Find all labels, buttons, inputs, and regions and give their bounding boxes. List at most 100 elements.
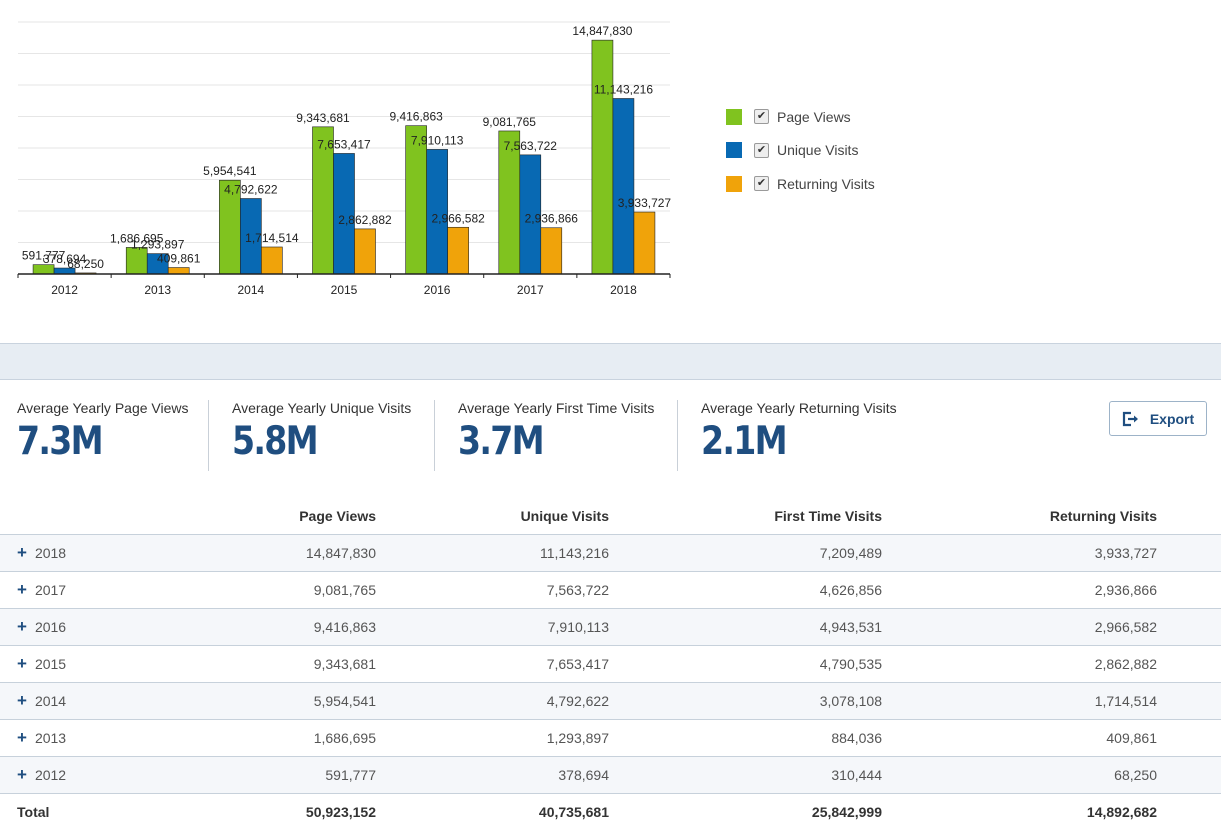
year-cell: +2016 bbox=[0, 608, 220, 646]
data-label: 11,143,216 bbox=[594, 82, 653, 96]
bar bbox=[612, 98, 635, 275]
data-label: 68,250 bbox=[67, 257, 104, 271]
table-cell: 1,714,514 bbox=[882, 682, 1157, 720]
stat-label: Average Yearly Returning Visits bbox=[701, 400, 897, 416]
table-cell: 11,143,216 bbox=[376, 534, 609, 572]
table-cell: 3,078,108 bbox=[609, 682, 882, 720]
legend-swatch bbox=[726, 175, 742, 192]
year-cell: +2014 bbox=[0, 682, 220, 720]
legend-swatch bbox=[726, 108, 742, 125]
stat-label: Average Yearly Unique Visits bbox=[232, 400, 412, 416]
x-tick-label: 2015 bbox=[331, 283, 358, 297]
bar bbox=[633, 211, 656, 275]
data-label: 409,861 bbox=[157, 252, 201, 266]
table-cell: 884,036 bbox=[609, 719, 882, 757]
x-tick-label: 2014 bbox=[238, 283, 265, 297]
expand-icon[interactable]: + bbox=[17, 654, 27, 673]
table-cell: 3,933,727 bbox=[882, 534, 1157, 572]
data-label: 2,862,882 bbox=[338, 213, 392, 227]
year-header bbox=[0, 498, 220, 535]
table-cell: 14,847,830 bbox=[220, 534, 376, 572]
stat-returning-visits: Average Yearly Returning Visits 2.1M bbox=[701, 400, 897, 470]
table-cell: 4,943,531 bbox=[609, 608, 882, 646]
table-cell: 7,653,417 bbox=[376, 645, 609, 683]
spacer bbox=[1157, 571, 1221, 609]
legend-swatch bbox=[726, 142, 742, 158]
divider bbox=[208, 400, 209, 471]
table-row[interactable]: +2013 1,686,695 1,293,897 884,036 409,861 bbox=[0, 719, 1221, 757]
data-label: 7,563,722 bbox=[504, 139, 558, 153]
stat-first-time-visits: Average Yearly First Time Visits 3.7M bbox=[458, 400, 654, 470]
data-label: 9,416,863 bbox=[389, 110, 443, 124]
checkbox-icon[interactable]: ✔ bbox=[754, 109, 769, 124]
data-label: 7,910,113 bbox=[411, 133, 464, 147]
table-cell: 68,250 bbox=[882, 756, 1157, 794]
expand-icon[interactable]: + bbox=[17, 728, 27, 747]
expand-icon[interactable]: + bbox=[17, 543, 27, 562]
column-header-returning-visits[interactable]: Returning Visits bbox=[882, 498, 1157, 535]
row-year: 2014 bbox=[34, 693, 67, 709]
bar bbox=[591, 39, 614, 275]
data-label: 1,686,695 bbox=[110, 231, 164, 245]
table-row[interactable]: +2015 9,343,681 7,653,417 4,790,535 2,862,88… bbox=[0, 645, 1221, 683]
data-label: 3,933,727 bbox=[618, 196, 672, 210]
column-header-first-time-visits[interactable]: First Time Visits bbox=[609, 498, 882, 535]
bar bbox=[167, 267, 190, 275]
x-tick-label: 2016 bbox=[424, 283, 451, 297]
export-icon bbox=[1122, 411, 1138, 426]
data-label: 14,847,830 bbox=[572, 24, 632, 38]
row-year: 2018 bbox=[34, 545, 67, 561]
expand-icon[interactable]: + bbox=[17, 765, 27, 784]
table-row[interactable]: +2014 5,954,541 4,792,622 3,078,108 1,714,51… bbox=[0, 682, 1221, 720]
spacer bbox=[1157, 756, 1221, 794]
chart-legend: ✔ Page Views ✔ Unique Visits ✔ Returning… bbox=[726, 108, 875, 209]
table-cell: 378,694 bbox=[376, 756, 609, 794]
total-cell: 40,735,681 bbox=[538, 804, 609, 820]
table-cell: 2,862,882 bbox=[882, 645, 1157, 683]
legend-item-page-views[interactable]: ✔ Page Views bbox=[726, 108, 875, 125]
table-row[interactable]: +2012 591,777 378,694 310,444 68,250 bbox=[0, 756, 1221, 794]
table-cell: 1,293,897 bbox=[376, 719, 609, 757]
export-label: Export bbox=[1149, 410, 1195, 427]
row-year: 2013 bbox=[34, 730, 67, 746]
checkbox-icon[interactable]: ✔ bbox=[754, 176, 769, 191]
stat-page-views: Average Yearly Page Views 7.3M bbox=[17, 400, 189, 470]
legend-item-unique-visits[interactable]: ✔ Unique Visits bbox=[726, 142, 875, 159]
data-table: Page Views Unique Visits First Time Visi… bbox=[0, 498, 1221, 830]
expand-icon[interactable]: + bbox=[17, 691, 27, 710]
total-cell: 25,842,999 bbox=[811, 804, 882, 820]
legend-item-returning-visits[interactable]: ✔ Returning Visits bbox=[726, 175, 875, 192]
legend-label: Page Views bbox=[777, 108, 851, 125]
table-row[interactable]: +2017 9,081,765 7,563,722 4,626,856 2,936,86… bbox=[0, 571, 1221, 609]
table-cell: 1,686,695 bbox=[220, 719, 376, 757]
table-cell: 2,936,866 bbox=[882, 571, 1157, 609]
expand-icon[interactable]: + bbox=[17, 580, 27, 599]
table-cell: 4,792,622 bbox=[376, 682, 609, 720]
total-label: Total bbox=[17, 804, 50, 820]
table-cell: 7,209,489 bbox=[609, 534, 882, 572]
spacer bbox=[1157, 719, 1221, 757]
table-row[interactable]: +2016 9,416,863 7,910,113 4,943,531 2,966,58… bbox=[0, 608, 1221, 646]
stat-value: 2.1M bbox=[701, 419, 788, 464]
total-cell: 50,923,152 bbox=[305, 804, 376, 820]
spacer bbox=[1157, 534, 1221, 572]
column-header-unique-visits[interactable]: Unique Visits bbox=[376, 498, 609, 535]
column-header-page-views[interactable]: Page Views bbox=[220, 498, 376, 535]
expand-icon[interactable]: + bbox=[17, 617, 27, 636]
table-cell: 591,777 bbox=[220, 756, 376, 794]
table-cell: 5,954,541 bbox=[220, 682, 376, 720]
data-label: 2,936,866 bbox=[525, 212, 579, 226]
bar bbox=[447, 226, 469, 275]
table-cell: 7,910,113 bbox=[376, 608, 609, 646]
data-label: 5,954,541 bbox=[203, 164, 257, 178]
stat-label: Average Yearly First Time Visits bbox=[458, 400, 655, 416]
year-cell: +2015 bbox=[0, 645, 220, 683]
checkbox-icon[interactable]: ✔ bbox=[754, 142, 769, 158]
spacer bbox=[1157, 645, 1221, 683]
export-button[interactable]: Export bbox=[1109, 401, 1207, 436]
x-tick-label: 2013 bbox=[144, 283, 171, 297]
divider bbox=[677, 400, 678, 471]
data-label: 9,343,681 bbox=[296, 111, 350, 125]
table-cell: 2,966,582 bbox=[882, 608, 1157, 646]
table-row[interactable]: +2018 14,847,830 11,143,216 7,209,489 3,933,… bbox=[0, 534, 1221, 572]
